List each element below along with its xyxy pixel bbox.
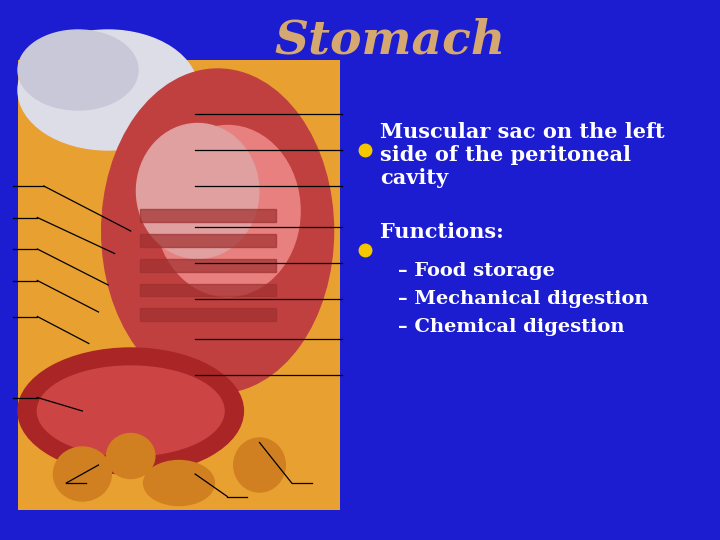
Text: Stomach: Stomach — [274, 17, 505, 63]
Ellipse shape — [18, 348, 243, 474]
Ellipse shape — [107, 434, 155, 478]
Ellipse shape — [53, 447, 112, 501]
Text: – Food storage: – Food storage — [398, 262, 555, 280]
Ellipse shape — [18, 30, 198, 150]
Text: Muscular sac on the left: Muscular sac on the left — [380, 122, 665, 142]
Text: Functions:: Functions: — [380, 222, 504, 242]
Text: – Mechanical digestion: – Mechanical digestion — [398, 290, 649, 308]
Text: side of the peritoneal: side of the peritoneal — [380, 145, 631, 165]
Ellipse shape — [143, 461, 215, 505]
Bar — [18, 60, 340, 510]
Bar — [140, 308, 276, 321]
Ellipse shape — [102, 69, 333, 393]
Text: – Chemical digestion: – Chemical digestion — [398, 318, 624, 336]
Ellipse shape — [37, 366, 224, 456]
Ellipse shape — [137, 124, 258, 259]
Text: cavity: cavity — [380, 168, 448, 188]
Bar — [140, 284, 276, 296]
Ellipse shape — [234, 438, 285, 492]
Bar — [140, 234, 276, 247]
Ellipse shape — [18, 30, 138, 110]
Bar — [140, 210, 276, 222]
Ellipse shape — [156, 125, 300, 296]
Bar — [18, 60, 340, 510]
Bar — [140, 259, 276, 272]
